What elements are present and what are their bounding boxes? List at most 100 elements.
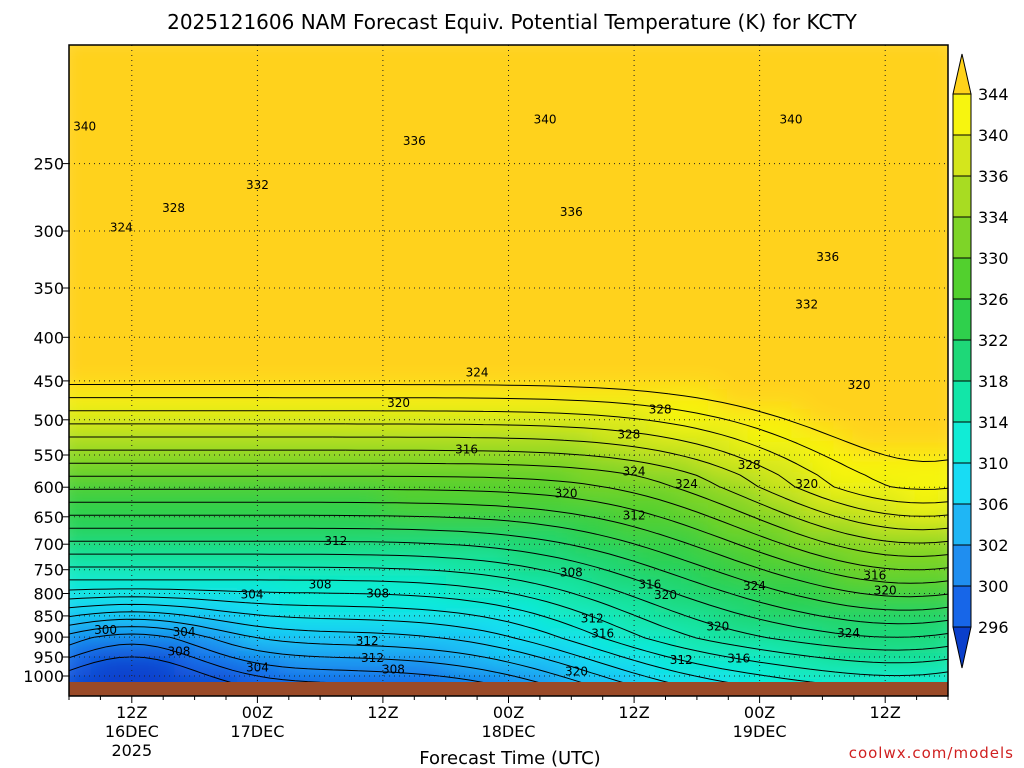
field-cell	[696, 431, 719, 453]
field-cell	[362, 187, 385, 209]
field-cell	[445, 268, 468, 291]
field-cell	[466, 451, 489, 474]
field-cell	[780, 655, 802, 677]
field-cell	[654, 573, 677, 595]
field-cell	[571, 512, 594, 535]
field-cell	[780, 594, 802, 616]
field-cell	[425, 472, 447, 494]
field-cell	[947, 45, 948, 47]
field-cell	[153, 86, 176, 108]
field-cell	[487, 207, 510, 230]
field-cell	[842, 309, 865, 331]
field-cell	[675, 86, 698, 108]
contour-label: 328	[738, 458, 761, 472]
field-cell	[404, 167, 426, 189]
field-cell	[237, 86, 259, 108]
field-cell	[571, 268, 594, 291]
field-cell	[592, 329, 614, 352]
field-cell	[905, 187, 928, 209]
field-cell	[738, 553, 761, 575]
colorbar-tick-label: 326	[978, 290, 1009, 309]
field-cell	[299, 268, 322, 291]
field-cell	[320, 370, 343, 392]
field-cell	[216, 594, 238, 616]
field-cell	[195, 45, 218, 67]
contour-332	[69, 462, 948, 557]
field-cell	[257, 411, 280, 433]
field-cell	[487, 431, 510, 453]
field-cell	[320, 289, 343, 311]
field-cell	[529, 512, 552, 535]
field-cell	[675, 411, 698, 433]
field-cell	[592, 86, 614, 108]
field-cell	[926, 86, 948, 108]
y-tick-label: 450	[33, 372, 64, 391]
field-cell	[195, 655, 218, 677]
field-cell	[195, 309, 218, 331]
field-cell	[195, 187, 218, 209]
field-cell	[780, 492, 802, 514]
contour-328	[69, 488, 948, 584]
field-cell	[759, 370, 781, 392]
field-cell	[842, 45, 865, 67]
field-cell	[237, 390, 259, 413]
field-cell	[425, 512, 447, 535]
field-cell	[780, 106, 802, 128]
field-cell	[362, 472, 385, 494]
field-cell	[717, 65, 740, 87]
field-cell	[362, 350, 385, 372]
field-cell	[508, 248, 531, 270]
contour-label: 312	[581, 612, 604, 626]
field-cell	[529, 492, 552, 514]
field-cell	[571, 553, 594, 575]
field-cell	[69, 167, 92, 189]
field-cell	[425, 65, 447, 87]
field-cell	[425, 614, 447, 636]
field-cell	[278, 655, 301, 677]
field-cell	[863, 86, 886, 108]
field-cell	[195, 492, 218, 514]
field-cell	[550, 309, 573, 331]
field-cell	[550, 451, 573, 474]
field-cell	[780, 45, 802, 67]
field-cell	[111, 512, 134, 535]
field-cell	[237, 65, 259, 87]
field-cell	[216, 268, 238, 291]
field-cell	[404, 695, 426, 696]
field-cell	[174, 289, 197, 311]
field-cell	[111, 533, 134, 555]
field-cell	[821, 594, 844, 616]
field-cell	[132, 512, 155, 535]
field-cell	[90, 655, 113, 677]
field-cell	[612, 451, 635, 474]
field-cell	[738, 187, 761, 209]
field-cell	[237, 573, 259, 595]
field-cell	[90, 248, 113, 270]
field-cell	[257, 126, 280, 148]
field-cell	[612, 350, 635, 372]
field-cell	[926, 187, 948, 209]
field-cell	[550, 167, 573, 189]
field-cell	[738, 573, 761, 595]
field-cell	[738, 634, 761, 656]
contour-label: 308	[382, 663, 405, 677]
field-cell	[780, 268, 802, 291]
colorbar: 296 300 302 306 310 314 318 322 326 330 334 336 340 3…	[952, 53, 1009, 669]
field-cell	[445, 228, 468, 250]
field-cell	[863, 492, 886, 514]
field-cell	[487, 268, 510, 291]
field-cell	[466, 594, 489, 616]
field-cell	[696, 573, 719, 595]
field-cell	[195, 472, 218, 494]
field-cell	[592, 594, 614, 616]
contour-label: 320	[874, 584, 897, 598]
field-cell	[842, 411, 865, 433]
field-cell	[738, 594, 761, 616]
field-cell	[174, 106, 197, 128]
field-cell	[926, 146, 948, 169]
field-cell	[90, 634, 113, 656]
field-cell	[425, 309, 447, 331]
field-cell	[174, 228, 197, 250]
field-cell	[111, 106, 134, 128]
field-cell	[69, 268, 92, 291]
